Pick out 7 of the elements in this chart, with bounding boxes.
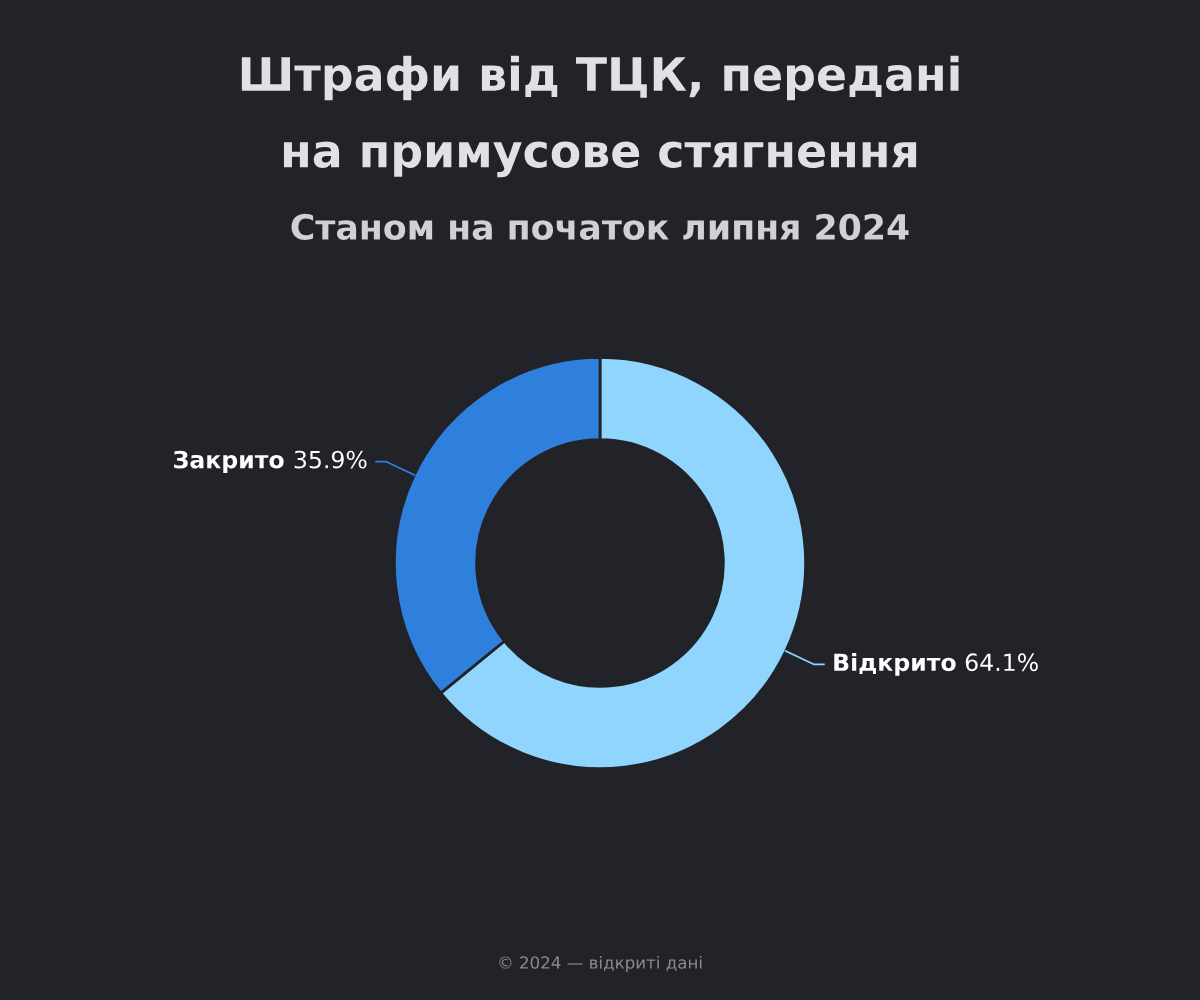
- data-label: 35.9%: [294, 450, 367, 469]
- data-label: 64.1%: [965, 653, 1038, 672]
- chart-subtitle: Станом на початок липня 2024: [291, 213, 909, 241]
- chart-title: Штрафи від ТЦК, передані на примусове стягнення: [241, 55, 959, 178]
- slice-label: Відкрито: [834, 652, 956, 676]
- slice-label: Закрито: [174, 450, 284, 474]
- text: © 2024 — відкриті дані: [499, 955, 702, 973]
